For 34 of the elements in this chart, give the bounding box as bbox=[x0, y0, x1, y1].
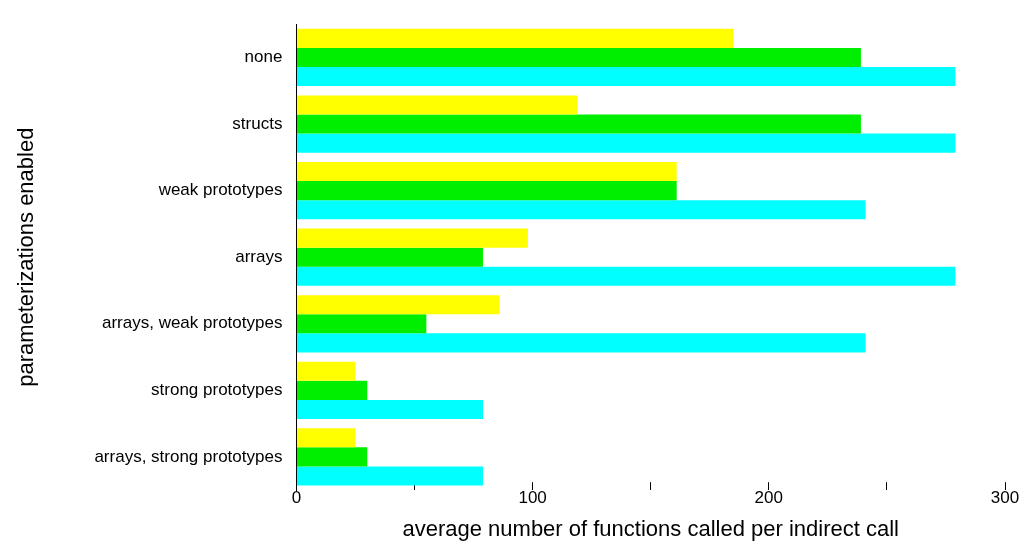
bar bbox=[296, 399, 484, 419]
bar bbox=[296, 133, 956, 153]
bar bbox=[296, 266, 956, 286]
bar bbox=[296, 295, 500, 315]
bar bbox=[296, 380, 368, 400]
x-tick-label: 300 bbox=[990, 488, 1020, 508]
bar bbox=[296, 200, 866, 220]
bar bbox=[296, 314, 427, 334]
bar bbox=[296, 428, 356, 448]
bar bbox=[296, 361, 356, 381]
bar bbox=[296, 228, 528, 248]
y-tick-label: structs bbox=[232, 113, 283, 133]
bar bbox=[296, 28, 734, 48]
bar bbox=[296, 247, 484, 267]
bar bbox=[296, 114, 861, 134]
bar bbox=[296, 47, 861, 68]
bar bbox=[296, 67, 956, 87]
bar bbox=[296, 447, 368, 467]
x-tick-label: 0 bbox=[291, 488, 302, 508]
x-tick-label: 100 bbox=[518, 488, 547, 508]
bar bbox=[296, 466, 484, 486]
bar bbox=[296, 181, 677, 201]
y-axis-title: parameterizations enabled bbox=[13, 127, 39, 387]
y-tick-label: none bbox=[244, 47, 283, 67]
bar bbox=[296, 162, 677, 182]
x-axis-title: average number of functions called per indirect call bbox=[402, 515, 899, 541]
y-tick-label: weak prototypes bbox=[157, 180, 283, 200]
y-tick-label: arrays, strong prototypes bbox=[94, 446, 283, 466]
x-tick-label: 200 bbox=[754, 488, 783, 508]
bar bbox=[296, 333, 866, 353]
y-tick-label: strong prototypes bbox=[151, 380, 283, 400]
y-tick-label: arrays, weak prototypes bbox=[101, 313, 283, 333]
y-tick-label: arrays bbox=[235, 246, 283, 266]
bar bbox=[296, 95, 578, 115]
